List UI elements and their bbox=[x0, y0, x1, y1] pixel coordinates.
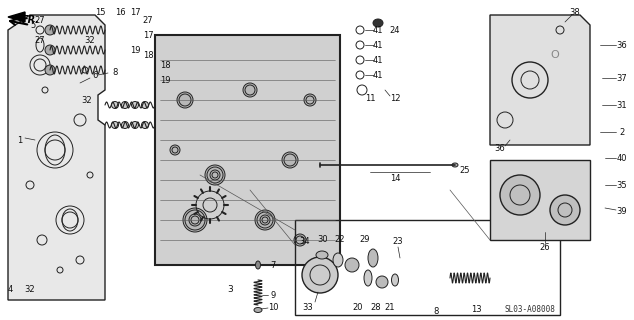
Circle shape bbox=[376, 276, 388, 288]
Circle shape bbox=[141, 101, 148, 108]
Text: 36: 36 bbox=[495, 143, 505, 153]
Text: 28: 28 bbox=[371, 303, 381, 313]
Circle shape bbox=[170, 145, 180, 155]
Text: 24: 24 bbox=[390, 26, 400, 35]
Ellipse shape bbox=[254, 308, 262, 313]
Text: 18: 18 bbox=[143, 51, 153, 60]
Text: 26: 26 bbox=[540, 244, 550, 252]
Circle shape bbox=[255, 210, 275, 230]
Circle shape bbox=[210, 170, 220, 180]
Circle shape bbox=[122, 122, 129, 129]
Bar bbox=[295, 220, 560, 315]
Text: SL03-A08008: SL03-A08008 bbox=[505, 306, 555, 315]
Text: 27: 27 bbox=[35, 15, 45, 25]
Circle shape bbox=[177, 92, 193, 108]
Text: 2: 2 bbox=[619, 127, 624, 137]
Text: 25: 25 bbox=[460, 165, 470, 174]
Text: 41: 41 bbox=[373, 41, 383, 50]
Text: 15: 15 bbox=[94, 7, 105, 17]
Text: 13: 13 bbox=[470, 306, 481, 315]
Text: 9: 9 bbox=[270, 291, 276, 300]
Circle shape bbox=[294, 234, 306, 246]
Text: 5: 5 bbox=[30, 20, 36, 29]
Bar bbox=[490, 160, 590, 240]
Ellipse shape bbox=[333, 253, 343, 267]
Text: 17: 17 bbox=[130, 7, 140, 17]
Text: 34: 34 bbox=[300, 237, 310, 246]
Text: 16: 16 bbox=[115, 7, 126, 17]
Text: 31: 31 bbox=[617, 100, 627, 109]
Circle shape bbox=[45, 45, 55, 55]
Text: 32: 32 bbox=[85, 36, 95, 44]
Circle shape bbox=[45, 65, 55, 75]
Text: 6: 6 bbox=[93, 70, 98, 79]
Circle shape bbox=[183, 208, 207, 232]
Circle shape bbox=[550, 195, 580, 225]
Text: 32: 32 bbox=[82, 95, 93, 105]
Text: 37: 37 bbox=[617, 74, 628, 83]
Text: 35: 35 bbox=[617, 180, 627, 189]
Circle shape bbox=[205, 165, 225, 185]
Ellipse shape bbox=[256, 261, 261, 269]
Text: 7: 7 bbox=[270, 260, 276, 269]
Ellipse shape bbox=[364, 270, 372, 286]
Text: 19: 19 bbox=[130, 45, 140, 54]
Text: FR.: FR. bbox=[22, 15, 40, 25]
Text: 4: 4 bbox=[8, 285, 13, 294]
Circle shape bbox=[45, 25, 55, 35]
Bar bbox=[155, 35, 340, 265]
Text: 41: 41 bbox=[373, 26, 383, 35]
Text: 17: 17 bbox=[143, 30, 153, 39]
Circle shape bbox=[282, 152, 298, 168]
Circle shape bbox=[345, 258, 359, 272]
Text: 22: 22 bbox=[335, 236, 346, 244]
Text: 27: 27 bbox=[143, 15, 153, 25]
Text: 8: 8 bbox=[433, 308, 439, 316]
Text: 32: 32 bbox=[25, 285, 36, 294]
Text: 41: 41 bbox=[373, 70, 383, 79]
Circle shape bbox=[122, 101, 129, 108]
Ellipse shape bbox=[368, 249, 378, 267]
Text: 41: 41 bbox=[373, 55, 383, 65]
Circle shape bbox=[500, 175, 540, 215]
Ellipse shape bbox=[373, 19, 383, 27]
Text: 38: 38 bbox=[569, 7, 580, 17]
Ellipse shape bbox=[316, 251, 328, 259]
Polygon shape bbox=[8, 15, 105, 300]
Circle shape bbox=[141, 122, 148, 129]
Text: O: O bbox=[550, 50, 559, 60]
Polygon shape bbox=[8, 12, 25, 22]
Text: 11: 11 bbox=[365, 93, 375, 102]
Circle shape bbox=[302, 257, 338, 293]
Text: 1: 1 bbox=[17, 135, 23, 145]
Ellipse shape bbox=[452, 163, 458, 167]
Text: 33: 33 bbox=[302, 303, 313, 313]
Text: 20: 20 bbox=[353, 303, 363, 313]
Text: 21: 21 bbox=[385, 303, 395, 313]
Text: 36: 36 bbox=[617, 41, 628, 50]
Text: 19: 19 bbox=[160, 76, 171, 84]
Text: 10: 10 bbox=[268, 303, 278, 313]
Text: 3: 3 bbox=[227, 285, 233, 294]
Ellipse shape bbox=[392, 274, 399, 286]
Text: 27: 27 bbox=[35, 36, 45, 44]
Text: 23: 23 bbox=[392, 237, 403, 246]
Circle shape bbox=[131, 122, 138, 129]
Text: 14: 14 bbox=[390, 173, 400, 182]
Circle shape bbox=[243, 83, 257, 97]
Polygon shape bbox=[490, 15, 590, 145]
Text: 40: 40 bbox=[617, 154, 627, 163]
Text: 8: 8 bbox=[112, 68, 118, 76]
Text: 30: 30 bbox=[318, 236, 328, 244]
Circle shape bbox=[189, 214, 201, 226]
Text: 29: 29 bbox=[359, 236, 370, 244]
Circle shape bbox=[131, 101, 138, 108]
Text: 18: 18 bbox=[160, 60, 171, 69]
Circle shape bbox=[112, 101, 119, 108]
Text: 39: 39 bbox=[617, 207, 627, 217]
Circle shape bbox=[304, 94, 316, 106]
Circle shape bbox=[112, 122, 119, 129]
Circle shape bbox=[260, 215, 270, 225]
Text: 12: 12 bbox=[390, 93, 400, 102]
